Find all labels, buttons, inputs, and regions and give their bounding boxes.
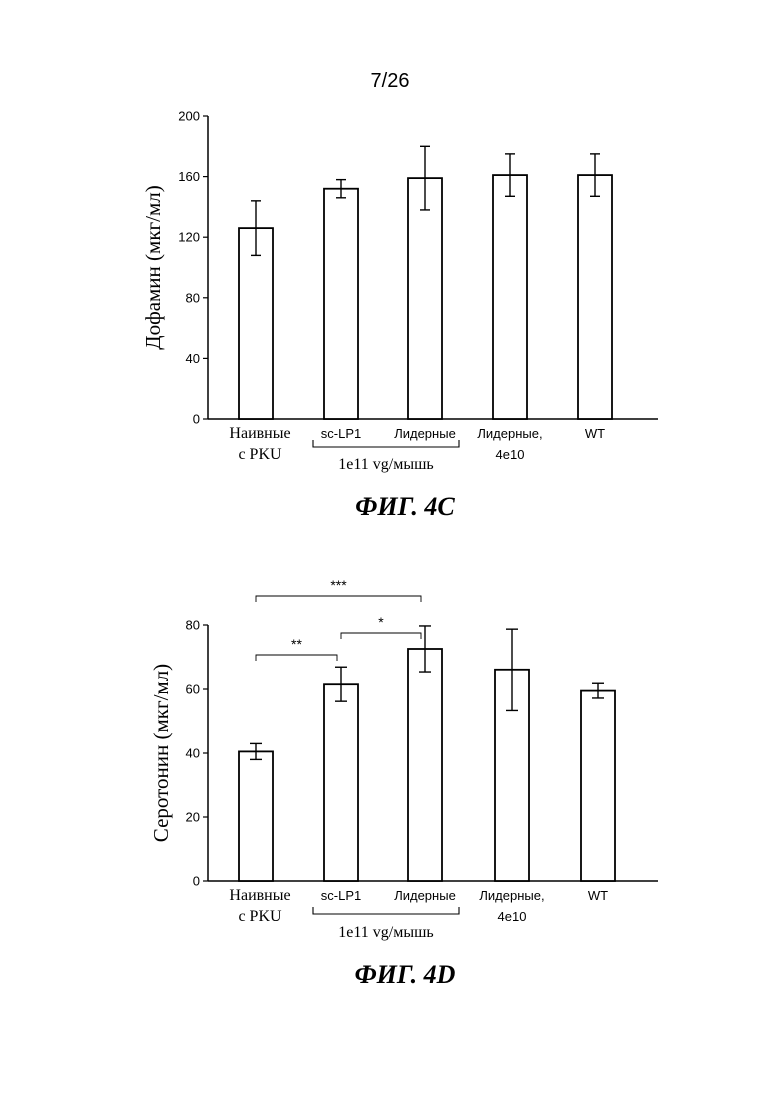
significance-label: * (378, 614, 384, 630)
chart-dopamine: 0 40 80 120 160 200 Дофамин (мкг/мл) Наивные с P… (141, 109, 658, 522)
x-tick-label: Лидерные (394, 426, 456, 441)
y-tick-label: 20 (186, 810, 200, 825)
bar (578, 175, 612, 419)
bar (324, 189, 358, 419)
x-tick-label: 4e10 (496, 447, 525, 462)
x-tick-label: Наивные (229, 425, 290, 442)
y-tick-label: 40 (186, 351, 200, 366)
group-bracket-label: 1e11 vg/мышь (338, 456, 433, 473)
y-tick-label: 160 (178, 169, 200, 184)
x-tick-label: с PKU (238, 446, 282, 463)
x-tick-label: с PKU (238, 908, 282, 925)
significance-label: ** (291, 636, 302, 652)
group-bracket (313, 440, 459, 447)
significance-bracket (256, 596, 421, 602)
significance-bracket (256, 655, 337, 661)
x-tick-label: sc-LP1 (321, 888, 361, 903)
x-tick-label: Наивные (229, 887, 290, 904)
x-tick-label: WT (585, 426, 605, 441)
x-tick-label: WT (588, 888, 608, 903)
y-tick-label: 80 (186, 618, 200, 633)
bar (408, 649, 442, 881)
x-tick-label: 4e10 (498, 909, 527, 924)
significance-label: *** (330, 577, 347, 593)
y-axis-label: Серотонин (мкг/мл) (149, 664, 173, 842)
figure-caption: ФИГ. 4D (355, 960, 456, 989)
x-tick-label: Лидерные (394, 888, 456, 903)
y-tick-label: 120 (178, 230, 200, 245)
y-tick-label: 0 (193, 874, 200, 889)
y-axis-label: Дофамин (мкг/мл) (141, 185, 165, 349)
figure-caption: ФИГ. 4C (355, 492, 455, 521)
bar (239, 751, 273, 881)
significance-bracket (341, 633, 421, 639)
bar (581, 691, 615, 881)
y-tick-label: 0 (193, 412, 200, 427)
bar (493, 175, 527, 419)
x-tick-label: Лидерные, (477, 426, 542, 441)
bar (324, 684, 358, 881)
figure-canvas: 04080120160200Дофамин (мкг/мл)Наивныес P… (0, 0, 780, 1103)
group-bracket-label: 1e11 vg/мышь (338, 924, 433, 941)
x-tick-label: sc-LP1 (321, 426, 361, 441)
y-tick-label: 60 (186, 682, 200, 697)
y-tick-label: 40 (186, 746, 200, 761)
y-tick-label: 80 (186, 290, 200, 305)
x-tick-label: Лидерные, (479, 888, 544, 903)
chart-serotonin: 0 20 40 60 80 Серотонин (мкг/мл) Наивные с PKU s… (149, 577, 658, 989)
group-bracket (313, 907, 459, 914)
y-tick-label: 200 (178, 109, 200, 124)
bar (239, 228, 273, 419)
bar (408, 178, 442, 419)
